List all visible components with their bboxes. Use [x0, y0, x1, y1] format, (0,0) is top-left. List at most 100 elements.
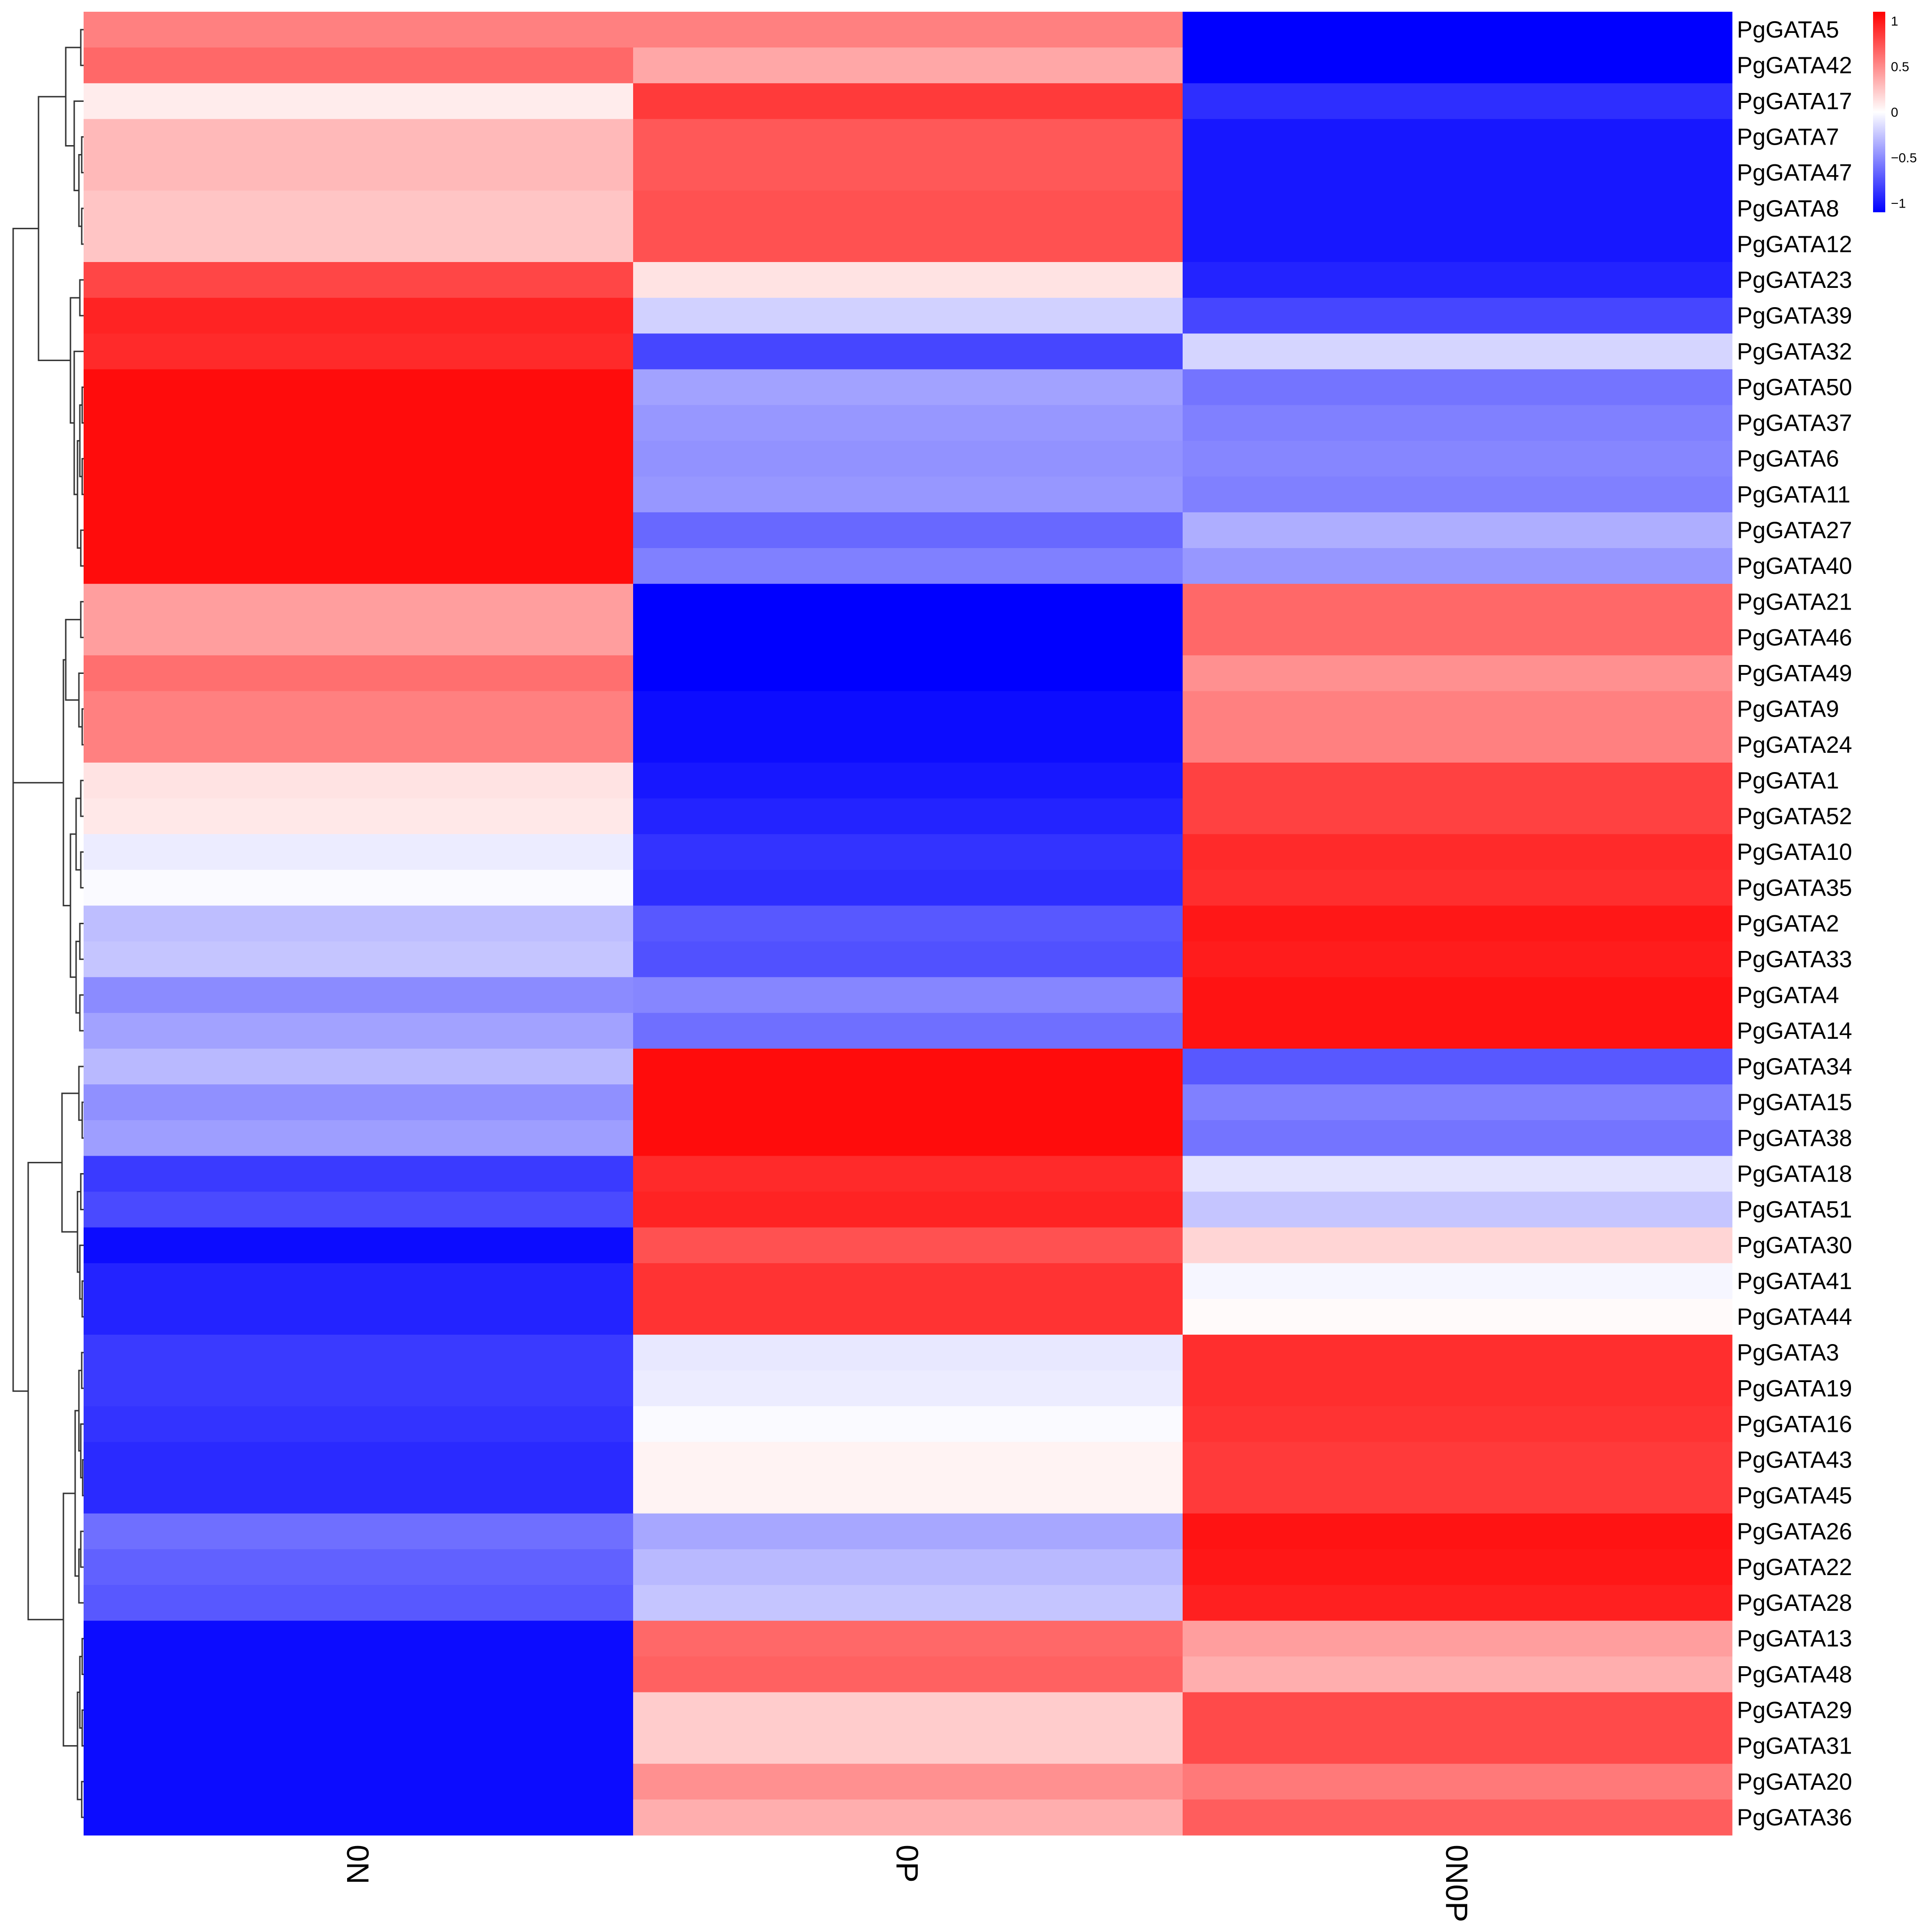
heatmap-cell	[633, 1477, 1183, 1514]
heatmap-cell	[84, 12, 634, 48]
dendrogram-branch	[81, 1781, 84, 1818]
row-label: PgGATA32	[1737, 338, 1852, 364]
row-label: PgGATA39	[1737, 302, 1852, 329]
heatmap-cell	[84, 1084, 634, 1121]
dendrogram-branch	[80, 29, 84, 66]
heatmap-cell	[633, 1298, 1183, 1335]
heatmap-cell	[633, 1692, 1183, 1729]
row-label: PgGATA38	[1737, 1125, 1852, 1151]
heatmap-cell	[633, 655, 1183, 692]
heatmap-cell	[84, 190, 634, 227]
heatmap-cell	[1183, 941, 1733, 978]
heatmap-cell	[84, 1048, 634, 1085]
row-label: PgGATA23	[1737, 267, 1852, 293]
heatmap-cell	[1183, 298, 1733, 334]
heatmap-cell	[1183, 190, 1733, 227]
heatmap-cell	[633, 905, 1183, 942]
heatmap-cell	[633, 762, 1183, 799]
heatmap-cell	[1183, 1477, 1733, 1514]
heatmap-cell	[633, 798, 1183, 835]
heatmap-cell	[1183, 1156, 1733, 1192]
heatmap-cell	[84, 1728, 634, 1764]
heatmap-cell	[1183, 12, 1733, 48]
heatmap-cell	[84, 1549, 634, 1585]
row-label: PgGATA2	[1737, 911, 1839, 937]
heatmap-cell	[84, 1656, 634, 1692]
row-label: PgGATA51	[1737, 1197, 1852, 1223]
color-legend: 1 0.5 0 −0.5 −1	[1873, 12, 1917, 212]
heatmap-cell	[633, 977, 1183, 1013]
heatmap-cell	[633, 476, 1183, 513]
heatmap-cell	[633, 440, 1183, 477]
row-label: PgGATA13	[1737, 1625, 1852, 1652]
heatmap-cell	[633, 1120, 1183, 1156]
heatmap-cell	[633, 1799, 1183, 1836]
heatmap-cell	[1183, 1585, 1733, 1621]
heatmap-cell	[84, 83, 634, 119]
heatmap-cell	[1183, 440, 1733, 477]
row-label: PgGATA42	[1737, 52, 1852, 78]
heatmap-cell	[84, 1763, 634, 1800]
dendrogram-branch	[81, 386, 84, 424]
heatmap-cell	[633, 47, 1183, 84]
heatmap-cell	[84, 155, 634, 191]
dendrogram-branch	[79, 923, 84, 960]
column-labels: 0N 0P 0N0P	[341, 1845, 1474, 1922]
heatmap-cell	[633, 619, 1183, 656]
row-label: PgGATA18	[1737, 1160, 1852, 1187]
heatmap-cell	[1183, 762, 1733, 799]
row-label: PgGATA30	[1737, 1232, 1852, 1259]
heatmap-cell	[1183, 584, 1733, 620]
row-label: PgGATA27	[1737, 517, 1852, 543]
heatmap-cell	[633, 1227, 1183, 1264]
row-label: PgGATA6	[1737, 446, 1839, 472]
heatmap-cell	[633, 834, 1183, 870]
heatmap-cell	[84, 1370, 634, 1406]
legend-tick-label: 1	[1891, 14, 1898, 28]
heatmap-cell	[84, 941, 634, 978]
dendrogram-branch	[27, 1162, 63, 1621]
heatmap-cell	[633, 1263, 1183, 1299]
row-label: PgGATA31	[1737, 1733, 1852, 1759]
heatmap-cell	[633, 1084, 1183, 1121]
heatmap-cell	[1183, 1406, 1733, 1442]
dendrogram-branch	[81, 1352, 84, 1389]
row-label: PgGATA14	[1737, 1018, 1852, 1044]
heatmap-cell	[1183, 155, 1733, 191]
heatmap-cell	[84, 262, 634, 298]
row-label: PgGATA20	[1737, 1769, 1852, 1795]
heatmap-cell	[633, 512, 1183, 549]
heatmap-cell	[1183, 1048, 1733, 1085]
row-label: PgGATA24	[1737, 732, 1852, 758]
heatmap-cell	[1183, 262, 1733, 298]
heatmap-cell	[633, 1442, 1183, 1478]
row-label: PgGATA26	[1737, 1518, 1852, 1545]
dendrogram-branch	[12, 228, 39, 1087]
row-label: PgGATA11	[1737, 481, 1851, 508]
heatmap-cell	[84, 1227, 634, 1264]
column-label: 0N	[341, 1845, 375, 1884]
heatmap-cell	[84, 1406, 634, 1442]
heatmap-cell	[84, 1585, 634, 1621]
heatmap-cell	[1183, 47, 1733, 84]
row-label: PgGATA5	[1737, 16, 1839, 43]
row-label: PgGATA12	[1737, 231, 1852, 257]
heatmap-cell	[633, 726, 1183, 763]
dendrogram-branch	[80, 780, 84, 817]
heatmap-cell	[633, 1012, 1183, 1049]
row-label: PgGATA1	[1737, 767, 1839, 794]
row-label: PgGATA43	[1737, 1447, 1852, 1473]
dendrogram-branch	[81, 708, 84, 746]
heatmap-cell	[633, 298, 1183, 334]
row-label: PgGATA41	[1737, 1268, 1852, 1294]
heatmap-cell	[633, 226, 1183, 263]
row-label: PgGATA10	[1737, 839, 1852, 865]
row-label: PgGATA33	[1737, 946, 1852, 973]
heatmap-cell	[84, 619, 634, 656]
heatmap-cell	[84, 298, 634, 334]
dendrogram-branch	[80, 851, 84, 889]
heatmap-cell	[1183, 1120, 1733, 1156]
heatmap-cell	[1183, 1549, 1733, 1585]
heatmap-cell	[633, 1549, 1183, 1585]
heatmap-cell	[633, 190, 1183, 227]
